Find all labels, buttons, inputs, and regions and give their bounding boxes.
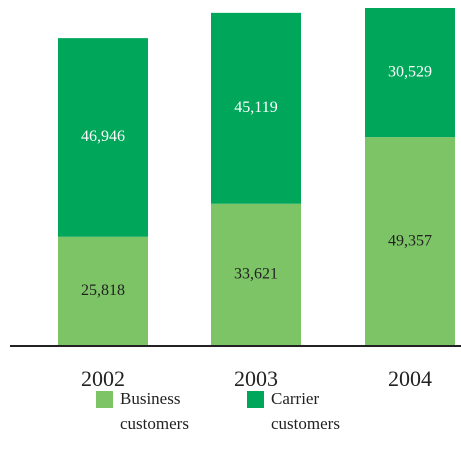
bar-segment [365,137,455,346]
legend-swatch [96,391,113,408]
legend-swatch [247,391,264,408]
x-tick-label: 2002 [81,366,125,391]
bar-segment [211,203,301,346]
bar-segment [58,38,148,237]
x-tick-label: 2004 [388,366,432,391]
value-label: 49,357 [388,232,432,249]
value-label: 45,119 [234,99,277,116]
bar-segment [58,236,148,346]
legend-label: Business customers [120,389,189,433]
bar-segment [365,8,455,138]
legend-label: Carrier customers [271,389,340,433]
value-label: 30,529 [388,63,432,80]
value-label: 33,621 [234,266,278,283]
bar-segment [211,12,301,204]
value-label: 46,946 [81,128,125,145]
value-label: 25,818 [81,282,125,299]
x-tick-label: 2003 [234,366,278,391]
